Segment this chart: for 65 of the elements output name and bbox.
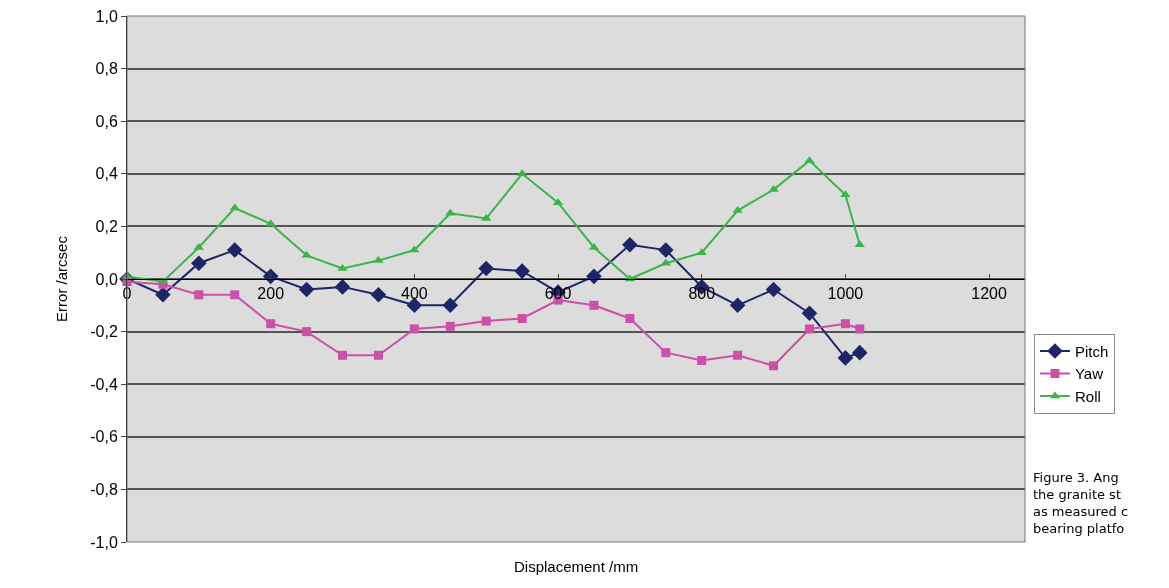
point xyxy=(769,361,779,371)
legend-label: Yaw xyxy=(1074,365,1104,383)
x-axis-title: Displacement /mm xyxy=(514,558,639,575)
x-tick-label: 1200 xyxy=(971,285,1007,303)
point xyxy=(478,260,494,277)
point xyxy=(194,290,204,300)
point xyxy=(442,297,459,314)
point xyxy=(337,263,348,271)
point xyxy=(373,350,383,360)
point xyxy=(302,327,312,337)
point xyxy=(729,297,746,314)
point xyxy=(409,324,419,334)
y-tick-label: 0,2 xyxy=(95,218,118,235)
point xyxy=(851,344,868,361)
y-tick-label: 0,8 xyxy=(95,60,118,78)
y-axis-title: Error /arcsec xyxy=(53,235,71,322)
point xyxy=(840,319,850,329)
point xyxy=(589,300,599,310)
point xyxy=(338,350,348,360)
point xyxy=(517,313,527,323)
y-tick-label: 0,6 xyxy=(95,112,118,130)
x-tick-label: 1000 xyxy=(827,285,864,303)
point xyxy=(855,324,865,334)
point xyxy=(266,319,276,329)
point xyxy=(301,250,312,258)
point xyxy=(155,286,171,303)
point xyxy=(226,242,243,258)
point xyxy=(801,305,818,321)
point xyxy=(804,324,814,334)
point xyxy=(622,237,638,253)
point xyxy=(658,242,674,258)
y-tick-label: -1,0 xyxy=(90,533,118,551)
point xyxy=(697,356,707,366)
y-tick-label: 0,4 xyxy=(95,165,118,183)
point xyxy=(229,203,240,211)
point xyxy=(514,263,530,279)
point xyxy=(840,190,851,198)
y-tick-label: -0,2 xyxy=(90,323,118,341)
point xyxy=(661,348,671,358)
point xyxy=(334,279,351,295)
y-tick-label: -0,6 xyxy=(90,428,118,446)
x-tick-label: 400 xyxy=(401,285,428,303)
x-tick-label: 200 xyxy=(257,285,285,303)
y-tick-label: -0,8 xyxy=(90,481,118,498)
point xyxy=(265,219,276,227)
point xyxy=(625,313,635,323)
point xyxy=(445,208,456,216)
y-tick-label: 0,0 xyxy=(95,270,118,288)
point xyxy=(481,316,491,326)
point xyxy=(191,255,207,272)
point xyxy=(370,286,387,303)
y-tick-label: -0,4 xyxy=(90,375,118,393)
point xyxy=(765,281,782,298)
point xyxy=(262,268,279,285)
legend-label: Pitch xyxy=(1074,342,1109,360)
legend-label: Roll xyxy=(1074,387,1101,405)
point xyxy=(854,240,865,248)
point xyxy=(445,321,455,331)
point xyxy=(298,281,315,298)
caption: Figure 3. Ang the granite st as measured c bearing platfo xyxy=(1033,470,1129,536)
point xyxy=(586,268,602,285)
y-tick-label: 1,0 xyxy=(95,7,118,25)
point xyxy=(230,290,240,300)
point xyxy=(733,350,743,360)
point xyxy=(837,350,854,366)
